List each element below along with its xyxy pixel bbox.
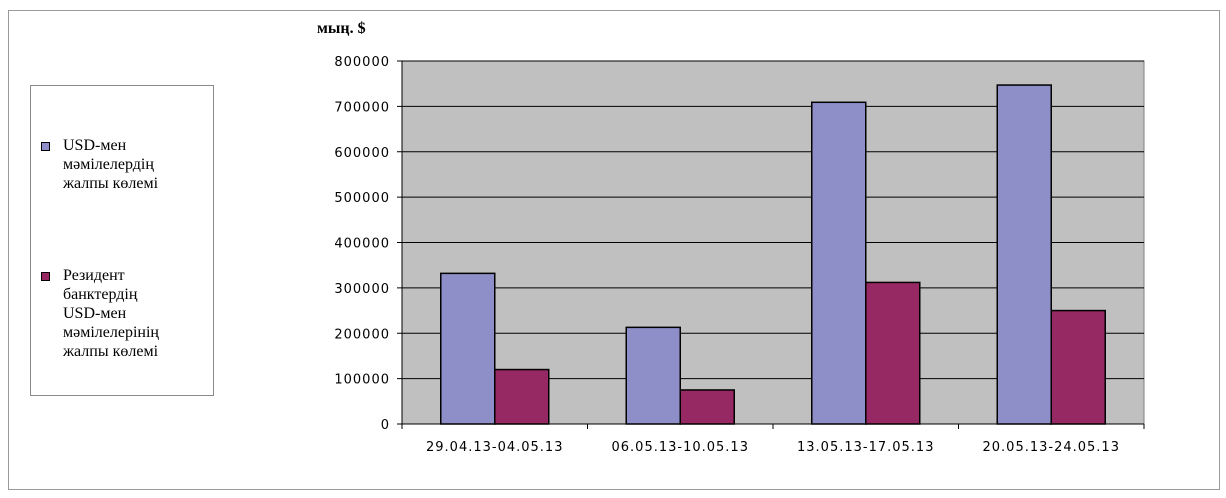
y-tick-label-500000: 500000 [334,191,390,206]
bar-s1-1 [440,272,496,425]
bar-s2-4 [1050,309,1106,425]
y-tick-label-100000: 100000 [334,373,390,388]
bar-s1-4 [996,84,1052,425]
y-tick-label-400000: 400000 [334,237,390,252]
legend-swatch-usd-total [41,142,50,151]
x-tick-label-3: 13.05.13-17.05.13 [797,440,934,455]
y-tick-label-200000: 200000 [334,327,390,342]
y-tick-label-800000: 800000 [334,55,390,70]
x-tick-label-2: 06.05.13-10.05.13 [612,440,749,455]
unit-label: мың. $ [317,20,366,37]
y-tick-label-300000: 300000 [334,282,390,297]
bar-s2-1 [494,368,550,425]
legend-label-resident-banks: Резидент банктердің USD-мен мәмілелеріні… [63,267,159,360]
x-tick-label-1: 29.04.13-04.05.13 [426,440,563,455]
legend-swatch-resident-banks [41,272,50,281]
bar-s1-2 [625,326,681,425]
bar-s1-3 [811,101,867,425]
y-tick-label-700000: 700000 [334,100,390,115]
y-tick-label-600000: 600000 [334,146,390,161]
chart-legend: USD-мен мәмілелердің жалпы көлемі Резиде… [30,85,214,396]
legend-label-usd-total: USD-мен мәмілелердің жалпы көлемі [63,137,159,192]
y-tick-label-0: 0 [381,418,390,433]
x-tick-label-4: 20.05.13-24.05.13 [983,440,1120,455]
bar-s2-3 [865,281,921,425]
bar-s2-2 [679,389,735,425]
